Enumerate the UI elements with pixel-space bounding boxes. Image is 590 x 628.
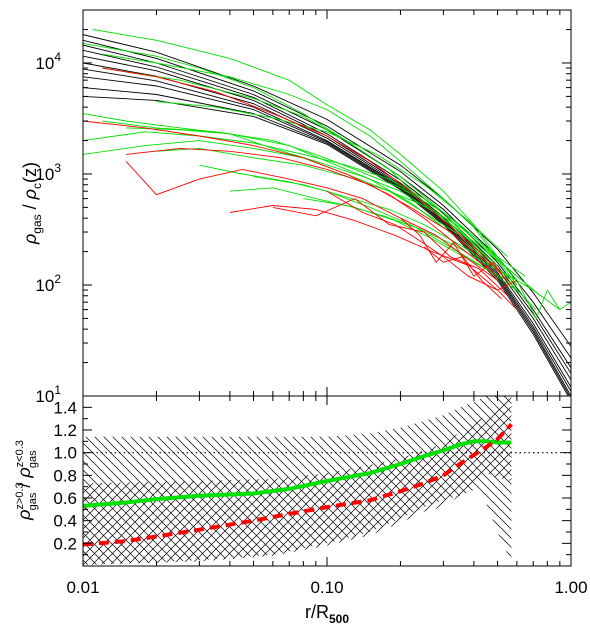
top-panel: 101 102 103 104 ρgas / ρc(z) — [20, 9, 572, 406]
y-tick-label: 104 — [35, 50, 61, 73]
red-dashed-curve — [83, 422, 513, 547]
y-tick-label: 103 — [35, 161, 61, 184]
top-y-axis-label: ρgas / ρc(z) — [20, 162, 44, 245]
top-axis-ticks — [82, 9, 571, 397]
high_z-profile-7 — [400, 217, 510, 286]
top-profiles — [83, 29, 571, 396]
low_z-profile-0 — [93, 29, 518, 281]
model-profile-2 — [83, 44, 571, 368]
model-profile-9 — [83, 95, 569, 396]
high_z-profile-4 — [229, 205, 518, 291]
low_z-profile-11 — [253, 176, 561, 310]
model-profile-7 — [83, 76, 571, 396]
y-tick-label: 0.8 — [53, 466, 77, 485]
x-tick-label: 0.01 — [66, 578, 99, 597]
high_z-profile-3 — [125, 160, 498, 281]
model-profile-6 — [83, 68, 571, 392]
high_z-profile-8 — [423, 246, 503, 300]
high_z-profile-2 — [125, 147, 487, 263]
y-tick-label: 102 — [35, 272, 61, 295]
model-profile-0 — [83, 34, 571, 347]
high_z-profile-0 — [102, 67, 508, 281]
bottom-y-axis-label: ρz>0.3gas / ρz<0.3gas — [14, 440, 39, 521]
model-profile-4 — [83, 55, 571, 381]
y-tick-label: 0.4 — [53, 512, 77, 531]
y-tick-label: 1.0 — [53, 444, 77, 463]
x-tick-label: 1.00 — [554, 578, 587, 597]
model-profile-5 — [83, 62, 571, 388]
scatter-bands — [83, 396, 512, 565]
low_z-profile-9 — [156, 147, 534, 291]
low_z-profile-8 — [125, 127, 541, 297]
top-frame — [82, 9, 572, 397]
model-profile-8 — [83, 87, 571, 396]
model-profile-3 — [83, 49, 571, 374]
high_z-profile-6 — [326, 190, 518, 310]
green-solid-curve — [83, 439, 512, 508]
x-tick-labels: 0.01 0.10 1.00 — [66, 578, 587, 597]
high_z-profile-1 — [83, 120, 498, 277]
ratio-curves — [83, 422, 513, 547]
x-tick-label: 0.10 — [310, 578, 343, 597]
y-tick-label: 1.2 — [53, 421, 77, 440]
top-y-tick-labels: 101 102 103 104 — [35, 50, 61, 406]
y-tick-label: 0.2 — [53, 534, 77, 553]
x-axis-label: r/R500 — [305, 602, 349, 626]
low_z-profile-1 — [102, 53, 518, 286]
low_z-profile-3 — [102, 67, 487, 258]
y-tick-label: 0.6 — [53, 489, 77, 508]
y-tick-label: 1.4 — [53, 398, 77, 417]
band-slash — [83, 396, 512, 565]
bottom-axis-ticks — [82, 396, 571, 566]
model-profile-1 — [83, 39, 571, 359]
low_z-profile-12 — [199, 164, 521, 294]
high_z-profile-5 — [272, 198, 508, 297]
y-tick-label: 101 — [35, 383, 61, 406]
low_z-profile-14 — [156, 101, 508, 258]
bottom-y-tick-labels: 0.2 0.4 0.6 0.8 1.0 1.2 1.4 — [53, 398, 77, 553]
bottom-panel: 0.2 0.4 0.6 0.8 1.0 1.2 1.4 0.01 0.10 1.00 ρz>0.… — [14, 395, 588, 626]
